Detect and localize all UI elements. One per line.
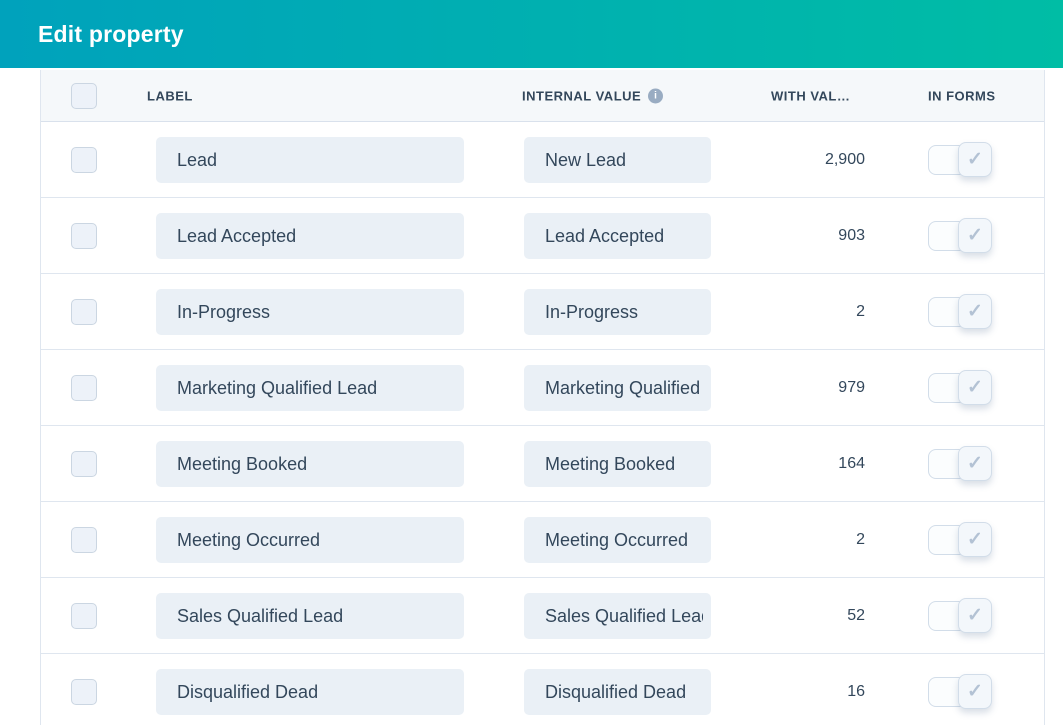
check-icon: ✓ (967, 149, 983, 170)
column-header-internal-value: INTERNAL VALUE i (522, 88, 664, 103)
toggle-knob: ✓ (958, 446, 992, 481)
in-forms-toggle[interactable]: ✓ (928, 218, 992, 254)
in-forms-toggle[interactable]: ✓ (928, 598, 992, 634)
row-checkbox[interactable] (71, 602, 97, 629)
in-forms-toggle[interactable]: ✓ (928, 370, 992, 406)
toggle-knob: ✓ (958, 522, 992, 557)
page-title: Edit property (38, 20, 184, 47)
label-input[interactable] (156, 441, 464, 487)
column-header-in-forms: IN FORMS (928, 88, 996, 103)
table-body: 2,900 ✓ 903 ✓ 2 ✓ (41, 122, 1044, 725)
row-checkbox[interactable] (71, 450, 97, 477)
label-input[interactable] (156, 517, 464, 563)
check-icon: ✓ (967, 225, 983, 246)
toggle-knob: ✓ (958, 674, 992, 709)
column-header-with-values: WITH VAL… (771, 88, 851, 103)
row-checkbox[interactable] (71, 146, 97, 173)
internal-value-input[interactable] (524, 289, 711, 335)
label-input[interactable] (156, 365, 464, 411)
internal-value-input[interactable] (524, 593, 711, 639)
table-header-row: LABEL INTERNAL VALUE i WITH VAL… IN FORM… (41, 70, 1044, 122)
internal-value-input[interactable] (524, 213, 711, 259)
in-forms-toggle[interactable]: ✓ (928, 522, 992, 558)
internal-value-input[interactable] (524, 441, 711, 487)
row-checkbox[interactable] (71, 222, 97, 249)
table-row: 52 ✓ (41, 578, 1044, 654)
check-icon: ✓ (967, 453, 983, 474)
label-input[interactable] (156, 669, 464, 715)
internal-value-input[interactable] (524, 517, 711, 563)
check-icon: ✓ (967, 605, 983, 626)
check-icon: ✓ (967, 377, 983, 398)
internal-value-input[interactable] (524, 365, 711, 411)
table-row: 2,900 ✓ (41, 122, 1044, 198)
check-icon: ✓ (967, 301, 983, 322)
label-input[interactable] (156, 289, 464, 335)
with-values-count: 2 (856, 302, 865, 320)
row-checkbox[interactable] (71, 526, 97, 553)
column-header-label: LABEL (147, 88, 193, 103)
label-input[interactable] (156, 213, 464, 259)
row-checkbox[interactable] (71, 678, 97, 705)
table-row: 2 ✓ (41, 502, 1044, 578)
in-forms-toggle[interactable]: ✓ (928, 674, 992, 710)
with-values-count: 2 (856, 530, 865, 548)
table-row: 164 ✓ (41, 426, 1044, 502)
in-forms-toggle[interactable]: ✓ (928, 446, 992, 482)
table-row: 979 ✓ (41, 350, 1044, 426)
toggle-knob: ✓ (958, 142, 992, 177)
internal-value-input[interactable] (524, 669, 711, 715)
in-forms-toggle[interactable]: ✓ (928, 294, 992, 330)
toggle-knob: ✓ (958, 218, 992, 253)
with-values-count: 903 (838, 226, 865, 244)
row-checkbox[interactable] (71, 298, 97, 325)
toggle-knob: ✓ (958, 294, 992, 329)
table-row: 16 ✓ (41, 654, 1044, 725)
property-options-table: LABEL INTERNAL VALUE i WITH VAL… IN FORM… (40, 70, 1045, 725)
label-input[interactable] (156, 137, 464, 183)
table-row: 903 ✓ (41, 198, 1044, 274)
internal-value-input[interactable] (524, 137, 711, 183)
with-values-count: 164 (838, 454, 865, 472)
toggle-knob: ✓ (958, 598, 992, 633)
with-values-count: 979 (838, 378, 865, 396)
select-all-checkbox[interactable] (71, 82, 97, 109)
row-checkbox[interactable] (71, 374, 97, 401)
with-values-count: 2,900 (824, 150, 865, 168)
with-values-count: 16 (847, 682, 865, 700)
check-icon: ✓ (967, 529, 983, 550)
info-icon[interactable]: i (648, 88, 664, 103)
modal-title-bar: Edit property (0, 0, 1063, 68)
table-row: 2 ✓ (41, 274, 1044, 350)
label-input[interactable] (156, 593, 464, 639)
check-icon: ✓ (967, 681, 983, 702)
toggle-knob: ✓ (958, 370, 992, 405)
with-values-count: 52 (847, 606, 865, 624)
in-forms-toggle[interactable]: ✓ (928, 142, 992, 178)
